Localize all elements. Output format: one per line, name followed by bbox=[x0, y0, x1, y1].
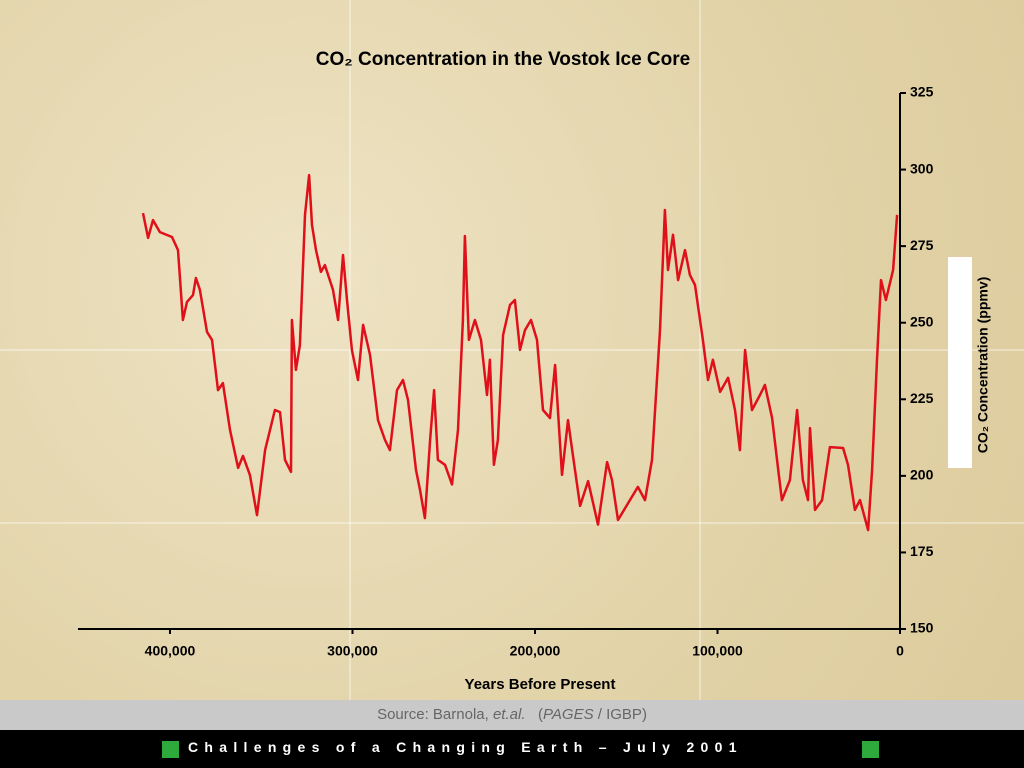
source: Source: Barnola, et.al. (PAGES / IGBP) bbox=[0, 700, 1024, 730]
x-tick-label: 200,000 bbox=[510, 643, 561, 659]
footer-bar: Challenges of a Changing Earth – July 20… bbox=[0, 730, 1024, 768]
chart: CO₂ Concentration in the Vostok Ice Core… bbox=[78, 49, 991, 693]
y-tick-label: 150 bbox=[910, 620, 934, 636]
source-text: et.al. bbox=[492, 706, 526, 723]
label-box bbox=[948, 257, 972, 468]
data-line bbox=[141, 173, 899, 532]
x-tick-label: 100,000 bbox=[692, 643, 743, 659]
y-tick-label: 300 bbox=[910, 160, 934, 176]
source-text: Source: Barnola, bbox=[377, 706, 493, 723]
y-tick-label: 175 bbox=[910, 543, 934, 559]
chart-title: CO₂ Concentration in the Vostok Ice Core bbox=[316, 49, 690, 70]
footer-text: Challenges of a Changing Earth – July 20… bbox=[188, 739, 743, 755]
bullet bbox=[862, 741, 879, 758]
source-text: / IGBP) bbox=[593, 706, 647, 723]
y-tick-label: 250 bbox=[910, 313, 934, 329]
x-tick-label: 0 bbox=[896, 643, 904, 659]
y-tick-label: 200 bbox=[910, 467, 934, 483]
source-text: PAGES bbox=[543, 706, 594, 723]
y-tick-label: 225 bbox=[910, 390, 934, 406]
bullet bbox=[162, 741, 179, 758]
x-axis-label: Years Before Present bbox=[465, 676, 616, 693]
y-tick-label: 275 bbox=[910, 237, 934, 253]
y-axis-label: CO₂ Concentration (ppmv) bbox=[975, 277, 991, 454]
source-text: ( bbox=[538, 706, 544, 723]
x-tick-label: 400,000 bbox=[145, 643, 196, 659]
y-tick-label: 325 bbox=[910, 84, 934, 100]
x-tick-label: 300,000 bbox=[327, 643, 378, 659]
